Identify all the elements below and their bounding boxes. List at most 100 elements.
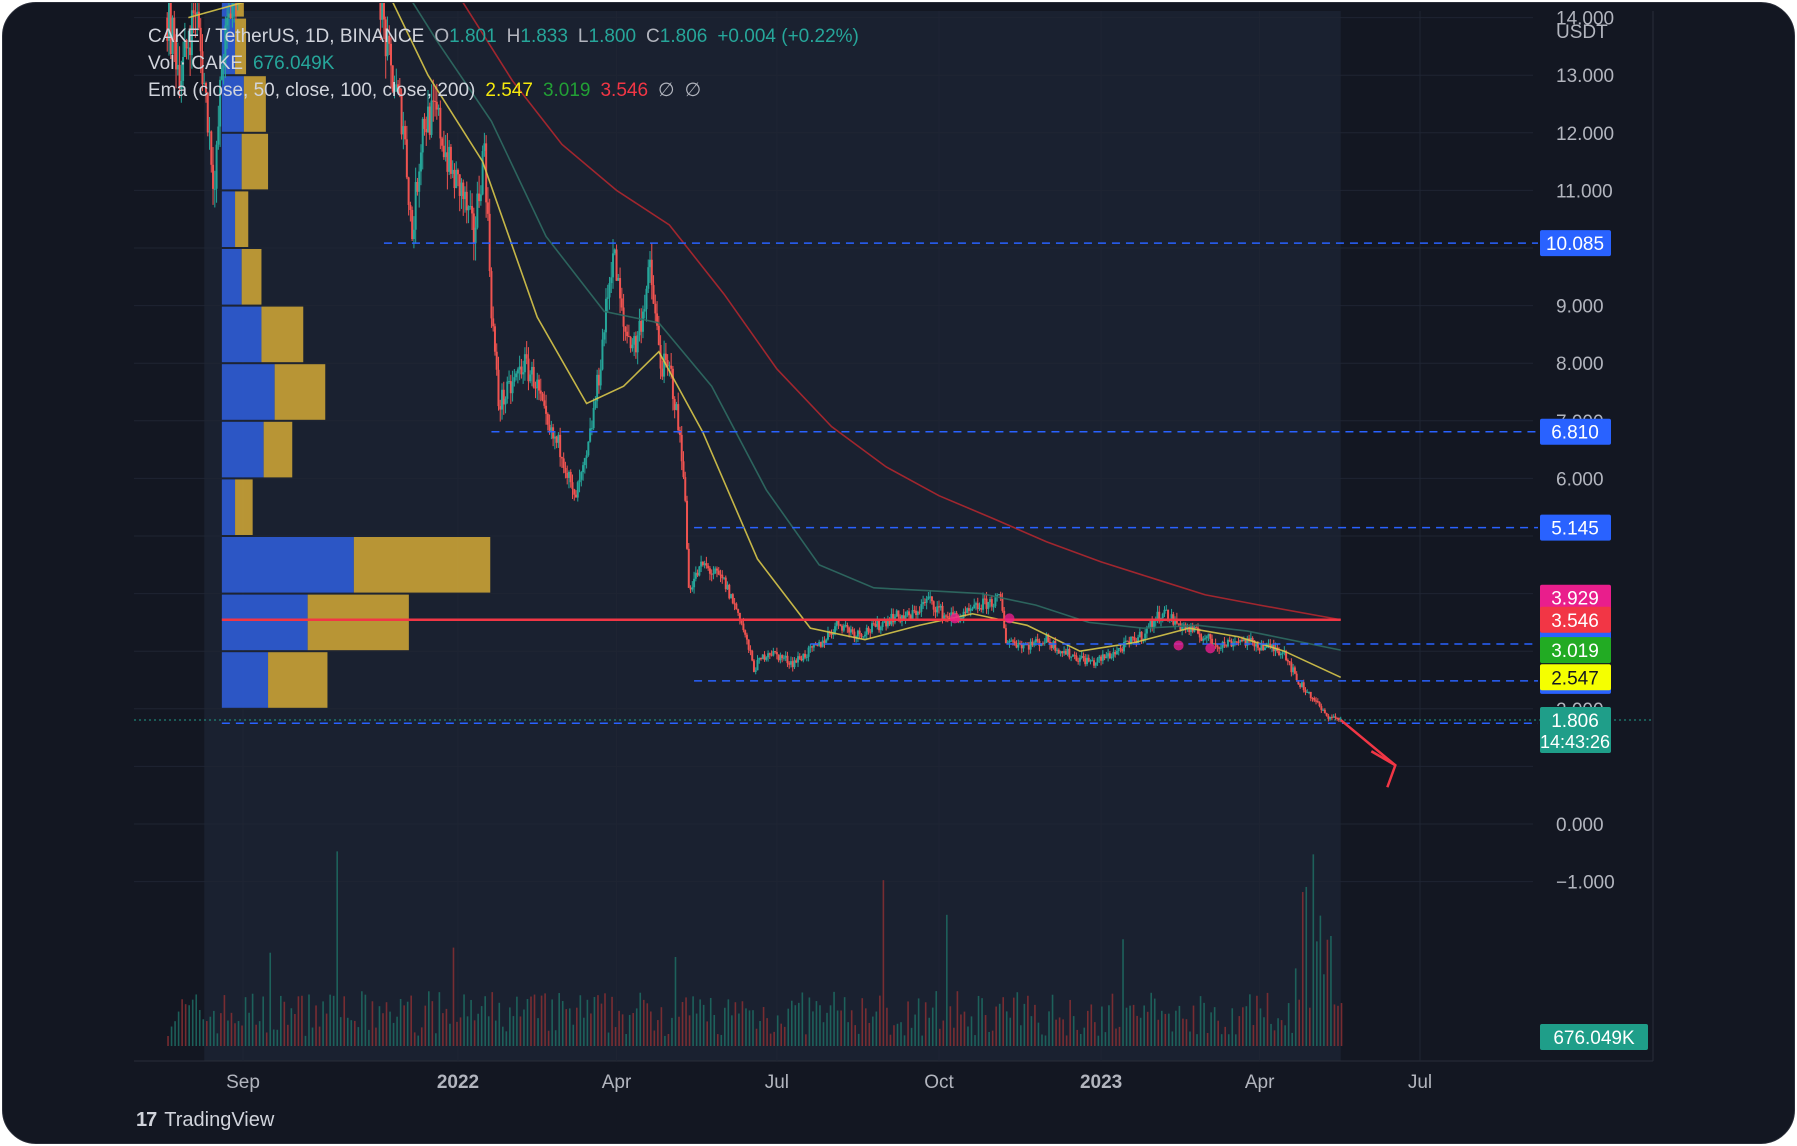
legend-ema-label[interactable]: Ema (close, 50, close, 100, close, 200): [148, 80, 476, 101]
candle: [427, 106, 430, 133]
crossover-marker: [1205, 643, 1216, 654]
candle: [1262, 644, 1265, 651]
volume-bar: [618, 1010, 620, 1046]
candle: [1318, 702, 1321, 707]
candle: [1315, 700, 1318, 702]
candle: [175, 39, 178, 70]
candle: [208, 131, 211, 133]
volume-profile-sell: [235, 18, 247, 75]
candle: [756, 659, 759, 671]
volume-bar: [1175, 1010, 1177, 1046]
candle: [871, 623, 874, 633]
time-tick-label: 2023: [1080, 1072, 1122, 1093]
candle: [654, 303, 657, 314]
volume-bar: [646, 1003, 649, 1046]
candle: [974, 603, 977, 605]
volume-bar: [632, 1013, 634, 1046]
candle: [1054, 641, 1057, 651]
tradingview-brand[interactable]: 17 TradingView: [136, 1109, 274, 1132]
volume-bar: [938, 1028, 941, 1046]
volume-bar: [473, 1020, 476, 1046]
volume-bar: [1196, 1034, 1198, 1046]
candle: [967, 608, 970, 611]
candle: [673, 399, 676, 410]
candle: [1320, 706, 1323, 710]
time-axis: Sep 2022 Apr Jul Oct 2023 Apr Jul: [226, 1072, 1432, 1093]
volume-bar: [1030, 1016, 1033, 1046]
volume-bar: [424, 1005, 427, 1046]
candle: [185, 40, 188, 49]
candle: [442, 145, 445, 158]
candle: [830, 633, 833, 635]
volume-bar: [1266, 992, 1269, 1046]
candle: [909, 615, 912, 620]
legend-symbol[interactable]: CAKE / TetherUS, 1D, BINANCE: [148, 26, 425, 47]
volume-bar: [755, 1028, 758, 1046]
volume-bar: [854, 1025, 857, 1046]
candle: [763, 654, 766, 660]
candle: [1211, 638, 1214, 645]
candle: [874, 624, 877, 627]
volume-bar: [1101, 1006, 1103, 1046]
candle: [1033, 642, 1036, 646]
candle: [760, 657, 763, 660]
candle: [1237, 641, 1240, 643]
candle: [546, 413, 549, 425]
candle: [222, 65, 225, 68]
volume-bar: [583, 1017, 585, 1046]
candle: [724, 577, 727, 590]
price-chart[interactable]: USDT15.00014.00013.00012.00011.0009.0008…: [3, 3, 1794, 1143]
volume-profile-buy: [221, 594, 308, 651]
volume-bar: [209, 1016, 212, 1046]
volume-bar: [931, 1007, 934, 1046]
volume-bar: [516, 996, 518, 1046]
candles: [166, 3, 1342, 723]
candle: [458, 174, 461, 196]
volume-bar: [822, 1022, 825, 1046]
candle: [858, 630, 861, 635]
candle: [1212, 643, 1215, 645]
candle: [698, 566, 701, 576]
volume-bar: [272, 1029, 275, 1046]
candle: [550, 427, 553, 431]
volume-bar: [227, 1020, 229, 1046]
legend-volume-label[interactable]: Vol · CAKE: [148, 53, 244, 74]
candle: [1151, 620, 1154, 629]
candle: [804, 653, 807, 658]
volume-bar: [1016, 992, 1019, 1046]
volume-bar: [456, 1021, 458, 1046]
volume-bar: [1118, 1026, 1121, 1046]
candle: [1228, 639, 1231, 642]
candle: [710, 573, 713, 575]
indicator-price-tag: 2.547: [1540, 664, 1611, 691]
candle: [560, 457, 563, 459]
volume-bar: [442, 1013, 444, 1046]
volume-bar: [724, 1007, 726, 1046]
volume-profile-sell: [241, 249, 262, 305]
candle: [849, 629, 852, 633]
volume-bar: [783, 1026, 786, 1046]
candle: [423, 118, 426, 129]
candle: [471, 206, 474, 214]
candle: [839, 624, 842, 626]
candle: [1184, 624, 1187, 630]
volume-bar: [512, 1016, 515, 1046]
indicator-price-tag-text: 3.546: [1551, 611, 1599, 632]
candle: [379, 3, 382, 20]
volume-bar: [692, 996, 694, 1046]
candle: [449, 146, 452, 174]
volume-bar: [864, 1008, 867, 1046]
candle: [860, 634, 863, 637]
candle: [597, 374, 600, 386]
volume-bar: [297, 996, 300, 1046]
volume-bar: [195, 994, 198, 1046]
candle: [636, 335, 639, 353]
candle: [619, 278, 622, 299]
volume-bar: [1330, 936, 1332, 1046]
candle: [552, 427, 555, 439]
candle: [571, 482, 574, 490]
candle: [1177, 623, 1180, 625]
volume-bar: [371, 1001, 374, 1046]
volume-bar: [378, 1006, 381, 1046]
